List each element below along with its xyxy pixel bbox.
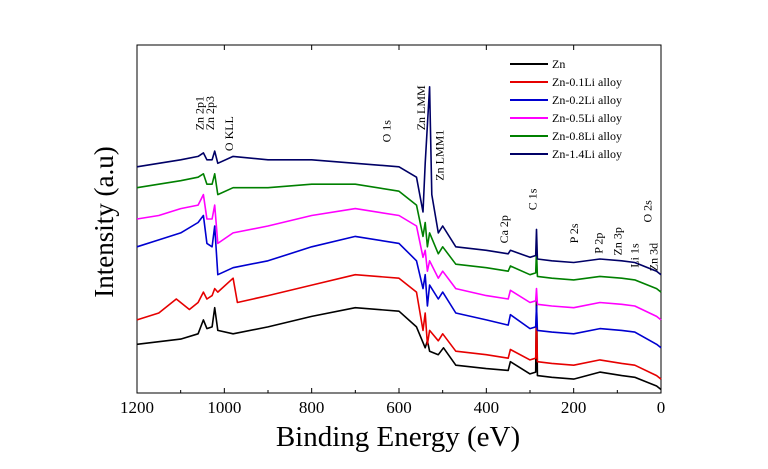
y-axis-title: Intensity (a.u) (89, 146, 119, 297)
peak-label: P 2p (592, 233, 606, 254)
x-axis-title: Binding Energy (eV) (276, 421, 520, 453)
legend-label: Zn (552, 57, 565, 71)
series-line-0 (136, 291, 662, 391)
x-tick-label: 600 (386, 398, 412, 417)
plot-axes: 1200 1000 800 600 400 200 0 (120, 44, 666, 417)
x-tick-label: 1200 (120, 398, 154, 417)
x-tick-label: 1000 (207, 398, 241, 417)
legend-label: Zn-0.5Li alloy (552, 111, 622, 125)
x-tick-label: 800 (299, 398, 325, 417)
peak-label: Zn LMM (414, 85, 428, 130)
peak-label: Zn 3d (647, 243, 661, 271)
x-tick-label: 200 (561, 398, 587, 417)
x-tick-label: 0 (657, 398, 666, 417)
peak-label: Zn 2p3 (203, 96, 217, 130)
peak-label: C 1s (526, 188, 540, 210)
legend-label: Zn-0.2Li alloy (552, 93, 622, 107)
legend-label: Zn-0.8Li alloy (552, 129, 622, 143)
series-line-3 (136, 193, 662, 321)
peak-label: O KLL (222, 116, 236, 151)
legend: Zn Zn-0.1Li alloy Zn-0.2Li alloy Zn-0.5Li a… (510, 57, 622, 161)
x-tick-label: 400 (474, 398, 500, 417)
series-line-2 (136, 214, 662, 349)
series-line-1 (136, 273, 662, 380)
peak-label: O 1s (379, 120, 393, 143)
peak-label: Zn 2p1 (192, 96, 206, 130)
legend-label: Zn-1.4Li alloy (552, 147, 622, 161)
peak-label: O 2s (640, 200, 654, 223)
peak-label: Zn 3p (611, 227, 625, 255)
series-layer (136, 86, 662, 391)
series-line-5 (136, 86, 662, 276)
legend-label: Zn-0.1Li alloy (552, 75, 622, 89)
peak-label: Zn LMM1 (433, 130, 447, 181)
series-line-4 (136, 173, 662, 293)
peak-label: P 2s (567, 223, 581, 243)
peak-label: Li 1s (627, 243, 641, 268)
peak-label: Ca 2p (497, 215, 511, 243)
